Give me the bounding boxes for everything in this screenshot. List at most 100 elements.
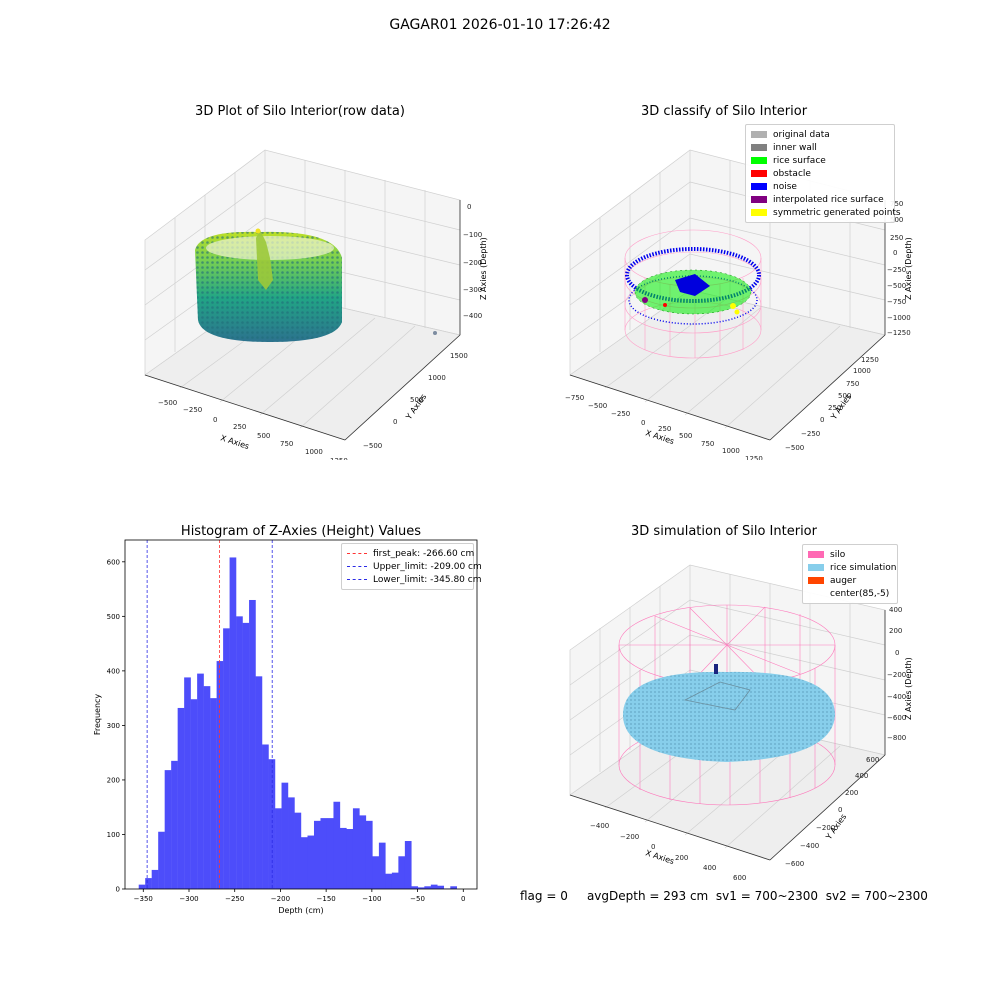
- tick-label: 500: [257, 432, 270, 440]
- raw-y-ticks: −500 0 500 1000 1500: [363, 352, 468, 450]
- histogram-bar: [145, 878, 152, 889]
- histogram-bar: [359, 815, 367, 889]
- histogram-bar: [223, 628, 230, 889]
- histogram-bar: [281, 782, 289, 889]
- legend-label: obstacle: [773, 168, 811, 179]
- simulation-z-label: Z Axies (Depth): [904, 657, 913, 720]
- tick-label: −500: [588, 402, 607, 410]
- y-tick-label: 500: [107, 613, 120, 621]
- histogram-bar: [398, 856, 406, 889]
- tick-label: 1000: [428, 374, 446, 382]
- histogram-bar: [301, 837, 308, 889]
- y-tick-label: 600: [107, 558, 120, 566]
- histogram-bar: [385, 873, 393, 889]
- tick-label: −500: [785, 444, 804, 452]
- histogram-bar: [197, 673, 204, 889]
- histogram-title: Histogram of Z-Axies (Height) Values: [180, 524, 422, 539]
- histogram-legend-item: Upper_limit: -209.00 cm: [347, 560, 482, 573]
- tick-label: 500: [890, 216, 903, 224]
- tick-label: −750: [565, 394, 584, 402]
- legend-label: noise: [773, 181, 797, 192]
- tick-label: 250: [890, 234, 903, 242]
- classify-legend-item: obstacle: [751, 167, 889, 180]
- legend-swatch: [808, 564, 824, 571]
- histogram-bar: [313, 820, 321, 889]
- status-footer: flag = 0 avgDepth = 293 cm sv1 = 700~230…: [520, 889, 928, 903]
- histogram-bar: [158, 831, 165, 889]
- y-tick-label: 0: [116, 886, 120, 894]
- tick-label: 1000: [853, 367, 871, 375]
- simulation-x-ticks: −400 −200 0 200 400 600: [590, 822, 746, 880]
- histogram-bar: [411, 886, 419, 889]
- tick-label: −800: [887, 734, 906, 742]
- histogram-bar: [378, 842, 386, 889]
- tick-label: 400: [889, 606, 902, 614]
- tick-label: −750: [887, 298, 906, 306]
- y-tick-label: 300: [107, 722, 120, 730]
- legend-line: [347, 579, 367, 580]
- histogram-bar: [294, 812, 302, 889]
- legend-swatch: [808, 551, 824, 558]
- tick-label: 1250: [745, 455, 763, 460]
- histogram-bar: [177, 707, 185, 889]
- histogram-bar: [262, 744, 269, 889]
- x-tick-label: 0: [461, 895, 465, 903]
- tick-label: 500: [410, 396, 423, 404]
- tick-label: 0: [820, 416, 824, 424]
- flag-text: flag = 0: [520, 889, 568, 903]
- tick-label: 500: [838, 392, 851, 400]
- tick-label: −1000: [887, 314, 911, 322]
- classify-z-label: Z Axies (Depth): [904, 237, 913, 300]
- classify-legend-item: symmetric generated points: [751, 206, 901, 219]
- simulation-legend-item: center(85,-5): [808, 587, 892, 600]
- classify-legend-item: rice surface: [751, 154, 889, 167]
- tick-label: 0: [467, 203, 471, 211]
- simulation-plot-title: 3D simulation of Silo Interior: [631, 524, 817, 539]
- classify-plot-title: 3D classify of Silo Interior: [640, 104, 808, 119]
- simulation-3d-plot: −400 −200 0 200 400 600 −600 −400 −200 0…: [569, 564, 913, 880]
- histogram-bar: [288, 797, 295, 889]
- classify-legend-item: original data: [751, 128, 889, 141]
- histogram-bar: [242, 622, 250, 889]
- raw-plot-title: 3D Plot of Silo Interior(row data): [195, 104, 405, 119]
- classify-legend-item: inner wall: [751, 141, 889, 154]
- tick-label: 750: [280, 440, 293, 448]
- simulation-y-ticks: −600 −400 −200 0 200 400 600: [785, 756, 879, 868]
- legend-label: first_peak: -266.60 cm: [373, 548, 475, 559]
- raw-3d-plot: −500 −250 0 250 500 750 1000 1250 −500 0…: [144, 149, 488, 460]
- legend-label: center(85,-5): [830, 588, 890, 599]
- tick-label: 250: [233, 423, 246, 431]
- tick-label: 200: [889, 627, 902, 635]
- histogram-bar: [372, 856, 380, 889]
- histogram-legend-item: first_peak: -266.60 cm: [347, 547, 474, 560]
- histogram-bar: [229, 557, 237, 889]
- histogram-bar: [346, 829, 354, 889]
- tick-label: 1000: [305, 448, 323, 456]
- tick-label: −600: [887, 714, 906, 722]
- tick-label: 1250: [330, 457, 348, 460]
- histogram-bar: [352, 808, 360, 889]
- simulation-z-ticks: −800 −600 −400 −200 0 200 400: [887, 606, 906, 742]
- tick-label: 400: [703, 864, 716, 872]
- legend-swatch: [751, 209, 767, 216]
- tick-label: 250: [658, 425, 671, 433]
- tick-label: 500: [679, 432, 692, 440]
- tick-label: −500: [363, 442, 382, 450]
- legend-label: rice simulation: [830, 562, 897, 573]
- tick-label: 1250: [861, 356, 879, 364]
- histogram-bar: [333, 801, 341, 889]
- x-tick-label: −150: [317, 895, 336, 903]
- legend-label: auger: [830, 575, 857, 586]
- x-tick-label: −50: [410, 895, 425, 903]
- histogram-bar: [171, 760, 178, 889]
- histogram-bar: [184, 677, 191, 889]
- histogram-bar: [236, 616, 243, 889]
- tick-label: −200: [463, 259, 482, 267]
- tick-label: 400: [855, 772, 868, 780]
- tick-label: 0: [895, 649, 899, 657]
- histogram-bar: [430, 884, 438, 889]
- legend-swatch: [751, 144, 767, 151]
- histogram-bar: [255, 676, 263, 889]
- histogram-legend-item: Lower_limit: -345.80 cm: [347, 573, 481, 586]
- legend-line: [347, 566, 367, 567]
